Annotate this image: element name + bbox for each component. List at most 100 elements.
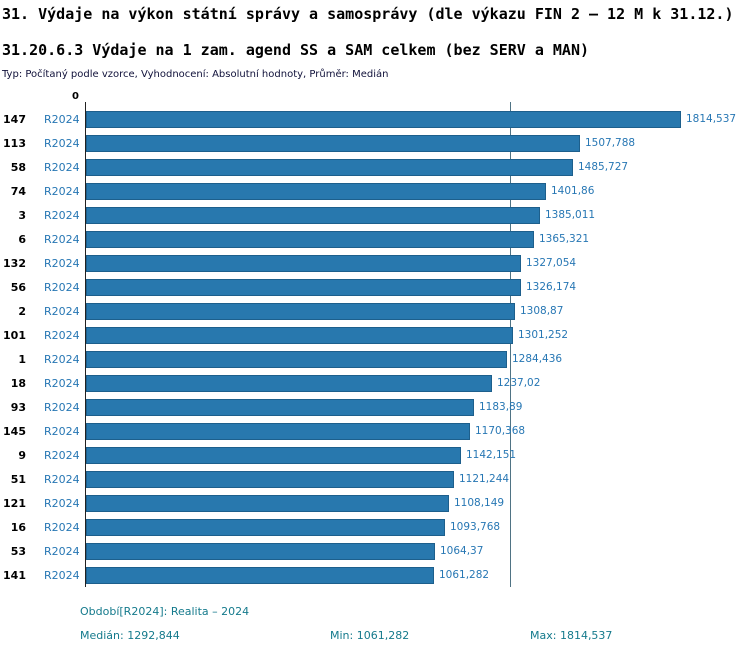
chart-footer: Období[R2024]: Realita – 2024 Medián: 12… bbox=[80, 605, 750, 642]
value-bar bbox=[86, 230, 534, 248]
value-label: 1326,174 bbox=[526, 280, 577, 293]
chart-row: 93 R2024 1183,89 bbox=[0, 395, 750, 419]
value-bar bbox=[86, 254, 521, 272]
row-series-label: R2024 bbox=[44, 472, 80, 486]
row-series-label: R2024 bbox=[44, 328, 80, 342]
chart-row: 18 R2024 1237,02 bbox=[0, 371, 750, 395]
value-label: 1061,282 bbox=[439, 568, 490, 581]
row-id-label: 147 bbox=[3, 112, 26, 126]
bar-track: 1326,174 bbox=[86, 278, 750, 296]
bar-track: 1064,37 bbox=[86, 542, 750, 560]
bar-track: 1237,02 bbox=[86, 374, 750, 392]
chart-row: 121 R2024 1108,149 bbox=[0, 491, 750, 515]
value-label: 1308,87 bbox=[520, 304, 564, 317]
value-label: 1237,02 bbox=[497, 376, 541, 389]
chart-row: 56 R2024 1326,174 bbox=[0, 275, 750, 299]
value-label: 1108,149 bbox=[454, 496, 505, 509]
bar-track: 1061,282 bbox=[86, 566, 750, 584]
row-id-label: 3 bbox=[18, 208, 26, 222]
value-bar bbox=[86, 326, 513, 344]
chart-meta-line: Typ: Počítaný podle vzorce, Vyhodnocení:… bbox=[2, 69, 389, 80]
value-label: 1327,054 bbox=[526, 256, 577, 269]
value-bar bbox=[86, 374, 492, 392]
chart-row: 9 R2024 1142,151 bbox=[0, 443, 750, 467]
chart-row: 145 R2024 1170,368 bbox=[0, 419, 750, 443]
value-bar bbox=[86, 446, 461, 464]
row-id-label: 101 bbox=[3, 328, 26, 342]
row-series-label: R2024 bbox=[44, 184, 80, 198]
row-series-label: R2024 bbox=[44, 352, 80, 366]
row-series-label: R2024 bbox=[44, 304, 80, 318]
bar-chart: 0 147 R2024 1814,537 113 R2024 1507,788 58 R202… bbox=[0, 90, 750, 587]
footer-stats: Medián: 1292,844 Min: 1061,282 Max: 1814… bbox=[80, 629, 750, 642]
value-label: 1507,788 bbox=[585, 136, 636, 149]
value-bar bbox=[86, 182, 546, 200]
value-bar bbox=[86, 350, 507, 368]
bar-track: 1142,151 bbox=[86, 446, 750, 464]
row-id-label: 16 bbox=[10, 520, 26, 534]
row-series-label: R2024 bbox=[44, 112, 80, 126]
report-title: 31. Výdaje na výkon státní správy a samo… bbox=[2, 5, 734, 23]
footer-max: Max: 1814,537 bbox=[530, 629, 613, 642]
value-bar bbox=[86, 470, 454, 488]
value-bar bbox=[86, 494, 449, 512]
row-id-label: 141 bbox=[3, 568, 26, 582]
value-bar bbox=[86, 422, 470, 440]
value-label: 1170,368 bbox=[475, 424, 526, 437]
median-line bbox=[510, 102, 511, 587]
row-id-label: 9 bbox=[18, 448, 26, 462]
bar-track: 1507,788 bbox=[86, 134, 750, 152]
row-series-label: R2024 bbox=[44, 520, 80, 534]
row-id-label: 51 bbox=[10, 472, 26, 486]
row-id-label: 74 bbox=[10, 184, 26, 198]
row-id-label: 58 bbox=[10, 160, 26, 174]
row-id-label: 56 bbox=[10, 280, 26, 294]
value-bar bbox=[86, 566, 434, 584]
row-series-label: R2024 bbox=[44, 208, 80, 222]
value-bar bbox=[86, 278, 521, 296]
axis-zero-label: 0 bbox=[72, 91, 79, 102]
value-label: 1121,244 bbox=[459, 472, 510, 485]
chart-row: 141 R2024 1061,282 bbox=[0, 563, 750, 587]
value-label: 1385,011 bbox=[545, 208, 596, 221]
value-label: 1284,436 bbox=[512, 352, 563, 365]
footer-period: Období[R2024]: Realita – 2024 bbox=[80, 605, 250, 618]
value-bar bbox=[86, 110, 681, 128]
chart-row: 101 R2024 1301,252 bbox=[0, 323, 750, 347]
bar-track: 1093,768 bbox=[86, 518, 750, 536]
row-id-label: 2 bbox=[18, 304, 26, 318]
row-series-label: R2024 bbox=[44, 376, 80, 390]
bar-track: 1327,054 bbox=[86, 254, 750, 272]
bar-track: 1385,011 bbox=[86, 206, 750, 224]
row-id-label: 121 bbox=[3, 496, 26, 510]
value-label: 1064,37 bbox=[440, 544, 484, 557]
chart-row: 1 R2024 1284,436 bbox=[0, 347, 750, 371]
bar-track: 1170,368 bbox=[86, 422, 750, 440]
row-series-label: R2024 bbox=[44, 424, 80, 438]
axis-header: 0 bbox=[0, 90, 750, 107]
indicator-title: 31.20.6.3 Výdaje na 1 zam. agend SS a SA… bbox=[2, 41, 589, 59]
row-series-label: R2024 bbox=[44, 280, 80, 294]
bar-rows: 147 R2024 1814,537 113 R2024 1507,788 58 R2024 1… bbox=[0, 107, 750, 587]
y-axis-line bbox=[85, 102, 86, 587]
footer-median: Medián: 1292,844 bbox=[80, 629, 180, 642]
bar-track: 1108,149 bbox=[86, 494, 750, 512]
value-bar bbox=[86, 134, 580, 152]
row-id-label: 93 bbox=[10, 400, 26, 414]
value-label: 1814,537 bbox=[686, 112, 737, 125]
value-bar bbox=[86, 398, 474, 416]
value-bar bbox=[86, 518, 445, 536]
row-id-label: 132 bbox=[3, 256, 26, 270]
row-series-label: R2024 bbox=[44, 400, 80, 414]
bar-track: 1485,727 bbox=[86, 158, 750, 176]
row-series-label: R2024 bbox=[44, 136, 80, 150]
row-id-label: 6 bbox=[18, 232, 26, 246]
chart-row: 58 R2024 1485,727 bbox=[0, 155, 750, 179]
row-series-label: R2024 bbox=[44, 544, 80, 558]
row-series-label: R2024 bbox=[44, 160, 80, 174]
value-label: 1301,252 bbox=[518, 328, 569, 341]
chart-row: 74 R2024 1401,86 bbox=[0, 179, 750, 203]
bar-track: 1308,87 bbox=[86, 302, 750, 320]
chart-row: 3 R2024 1385,011 bbox=[0, 203, 750, 227]
chart-row: 51 R2024 1121,244 bbox=[0, 467, 750, 491]
